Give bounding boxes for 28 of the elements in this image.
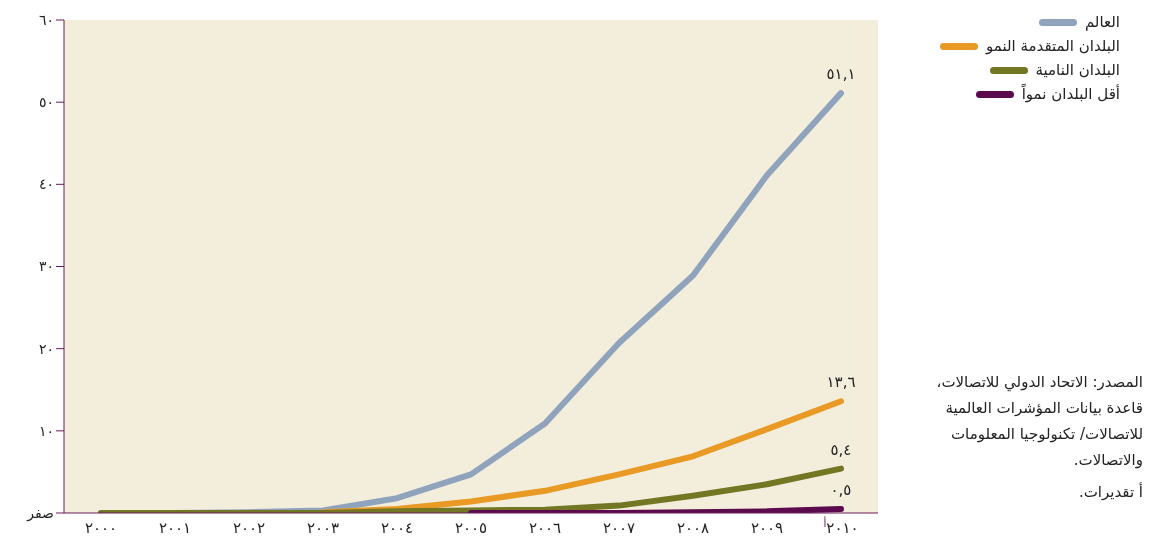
legend-label: العالم bbox=[1084, 13, 1120, 31]
x-tick-label: ٢٠٠٧ bbox=[602, 519, 636, 537]
y-tick-label: ٥٠ bbox=[38, 94, 54, 111]
y-tick-label: ٤٠ bbox=[38, 176, 54, 193]
y-tick-label: ٣٠ bbox=[38, 258, 54, 275]
data-label: ٥١,١ bbox=[826, 65, 856, 84]
legend-label: البلدان المتقدمة النمو bbox=[986, 37, 1120, 55]
x-tick-label: ٢٠٠٠ bbox=[84, 519, 118, 537]
data-label: ٥,٤ bbox=[830, 440, 852, 459]
x-tick-label: ٢٠٠٦ bbox=[528, 519, 562, 537]
x-tick-label: ٢٠٠٨ bbox=[676, 519, 710, 537]
data-label: ١٣,٦ bbox=[826, 373, 856, 392]
x-tick-label: ٢٠٠١ bbox=[158, 519, 192, 537]
text: المصدر: الاتحاد الدولي للاتصالات، قاعدة بيانات المؤشرات العالمية للاتصالات/ تكنولوجيا المعلومات والاتصالات. bbox=[935, 372, 1143, 471]
y-tick-label: ٦٠ bbox=[38, 11, 54, 28]
text: أ تقديرات. bbox=[1077, 481, 1143, 503]
data-label: ٠,٥ bbox=[830, 480, 852, 499]
x-tick-label: ٢٠٠٩ bbox=[750, 519, 784, 537]
x-tick-label: ٢٠٠٥ bbox=[454, 519, 488, 537]
x-tick-label: ٢٠٠٢ bbox=[232, 519, 266, 537]
x-tick-label: ٢٠٠٣ bbox=[306, 519, 340, 537]
legend-label: البلدان النامية bbox=[1035, 61, 1120, 79]
y-tick-label: ٢٠ bbox=[38, 340, 54, 357]
legend-label: أقل البلدان نمواً bbox=[1021, 85, 1120, 103]
y-tick-label: ١٠ bbox=[38, 422, 54, 439]
x-tick-label: ٢٠٠٤ bbox=[380, 519, 414, 537]
x-tick-label: ٢٠١٠$^{أ}$ bbox=[823, 516, 859, 537]
y-tick-label: صفر bbox=[26, 504, 54, 522]
